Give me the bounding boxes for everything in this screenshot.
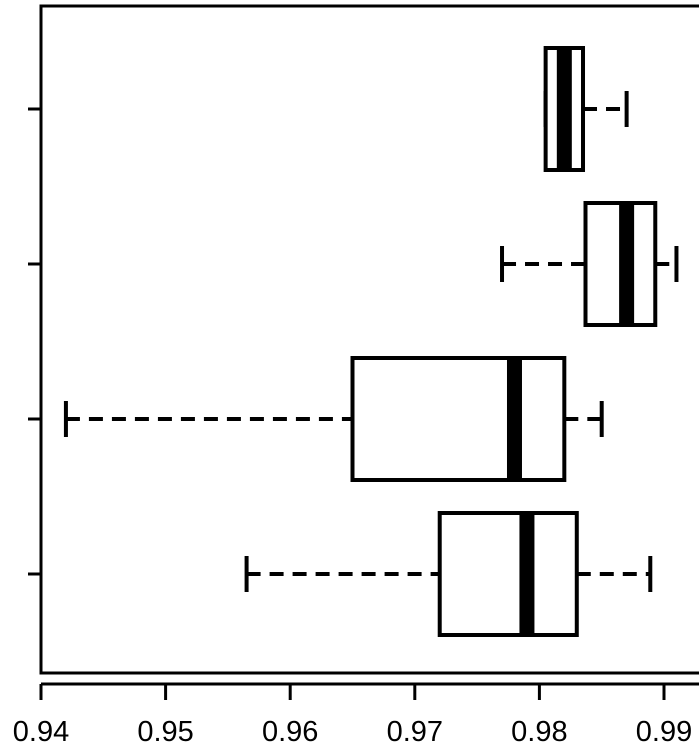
box-2 [63,356,604,482]
plot-frame [39,4,699,675]
median-line [556,48,572,170]
x-tick-label: 0.94 [13,716,69,748]
box-4 [543,46,629,172]
x-tick-label: 0.97 [387,716,443,748]
x-tick-label: 0.98 [511,716,567,748]
median-line [506,358,522,480]
x-tick-label: 0.95 [137,716,193,748]
x-tick-label: 0.99 [636,716,692,748]
x-tick-label: 0.96 [262,716,318,748]
median-line [519,513,535,635]
median-line [619,203,635,325]
box-1 [244,511,653,637]
box-iqr [350,356,567,482]
y-axis-ticks [28,107,41,576]
box-iqr [437,511,579,637]
x-axis: 0.94 0.95 0.96 0.97 0.98 0.99 [13,682,699,748]
box-group [63,46,679,637]
box-3 [500,201,679,327]
